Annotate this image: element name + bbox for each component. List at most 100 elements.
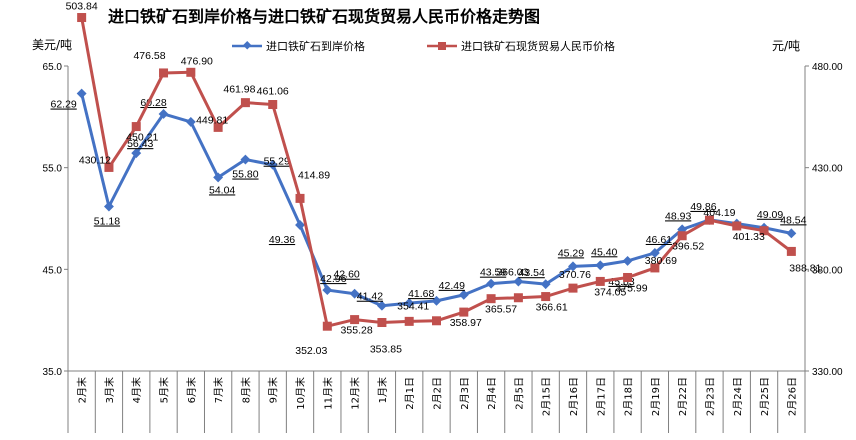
data-point <box>186 67 196 77</box>
data-label: 62.29 <box>51 99 77 111</box>
data-label: 43.54 <box>519 267 545 279</box>
data-label: 380.69 <box>645 255 677 267</box>
data-point <box>513 293 523 303</box>
data-point <box>322 285 333 296</box>
legend-item-cif-price: 进口铁矿石到岸价格 <box>232 39 365 53</box>
data-label: 358.97 <box>450 317 482 329</box>
category-label: 9月末 <box>267 377 280 403</box>
data-label: 56.43 <box>127 138 153 150</box>
data-point <box>103 201 114 212</box>
data-label: 43.59 <box>480 267 506 279</box>
category-label: 8月末 <box>239 377 252 403</box>
data-label: 48.54 <box>780 214 806 226</box>
data-label: 503.84 <box>66 1 98 13</box>
data-label: 55.80 <box>232 169 258 181</box>
data-label: 60.28 <box>140 97 166 109</box>
data-point <box>732 221 742 231</box>
data-label: 375.99 <box>616 282 648 294</box>
data-label: 352.03 <box>295 345 327 357</box>
right-tick-label: 480.00 <box>812 62 843 73</box>
data-point <box>404 298 415 309</box>
data-point <box>349 288 360 299</box>
data-label: 365.57 <box>485 304 517 316</box>
category-label: 2月23日 <box>704 377 716 416</box>
category-label: 2月17日 <box>595 377 607 416</box>
data-label: 396.52 <box>672 241 704 253</box>
data-point <box>459 307 469 317</box>
data-point <box>759 226 769 236</box>
category-label: 2月2日 <box>432 377 444 410</box>
data-label: 49.36 <box>269 234 295 246</box>
legend-item-rmb-price: 进口铁矿石现货贸易人民币价格 <box>427 39 615 53</box>
data-point <box>240 154 251 165</box>
category-label: 2月4日 <box>486 377 498 410</box>
category-label: 2月末 <box>76 377 89 403</box>
category-label: 2月15日 <box>541 377 553 416</box>
chart-title: 进口铁矿石到岸价格与进口铁矿石现货贸易人民币价格走势图 <box>108 7 540 26</box>
data-label: 449.81 <box>196 114 228 126</box>
data-point <box>77 13 87 23</box>
data-point <box>268 100 278 110</box>
category-label: 2月18日 <box>623 377 635 416</box>
data-point <box>623 272 633 282</box>
data-point <box>786 246 796 256</box>
data-label: 51.18 <box>94 216 120 228</box>
data-label: 45.40 <box>591 246 617 258</box>
left-tick-label: 35.0 <box>43 367 63 378</box>
data-label: 353.85 <box>370 344 402 356</box>
data-point <box>704 215 714 225</box>
right-tick-label: 430.00 <box>812 164 843 175</box>
legend: 进口铁矿石到岸价格 进口铁矿石现货贸易人民币价格 <box>232 39 615 53</box>
data-label: 355.28 <box>341 325 373 337</box>
series-line-cif <box>80 93 792 308</box>
right-tick-label: 380.00 <box>812 265 843 276</box>
data-label: 354.41 <box>397 300 429 312</box>
category-label: 12月末 <box>349 377 362 410</box>
data-label: 54.04 <box>209 184 235 196</box>
data-label: 42.49 <box>439 280 465 292</box>
data-point <box>677 231 687 241</box>
data-point <box>295 193 305 203</box>
data-point <box>185 116 196 127</box>
data-label: 374.05 <box>594 286 626 298</box>
data-label: 41.68 <box>408 288 434 300</box>
left-axis-unit: 美元/吨 <box>32 38 72 52</box>
data-point <box>541 292 551 302</box>
data-point <box>131 148 142 159</box>
data-label: 430.12 <box>79 154 111 166</box>
data-point <box>376 300 387 311</box>
data-point <box>350 315 360 325</box>
data-point <box>486 278 497 289</box>
data-point <box>131 122 141 132</box>
data-point <box>649 248 660 258</box>
data-point <box>595 276 605 286</box>
data-label: 366.61 <box>536 302 568 314</box>
data-label: 41.42 <box>357 291 383 303</box>
data-label: 476.90 <box>181 55 213 67</box>
data-point <box>377 318 387 328</box>
data-point <box>650 263 660 273</box>
series-rmb-price: 503.84 430.12 450.21 476.58 476.90 449.81 461.… <box>66 1 822 358</box>
data-point <box>213 122 223 132</box>
data-point <box>213 172 224 183</box>
category-label: 2月22日 <box>677 377 689 416</box>
plot-area: 65.0 55.0 45.0 35.0 480.00 430.00 380.00 330.00… <box>43 1 843 433</box>
data-point <box>786 228 797 239</box>
category-label: 11月末 <box>321 377 334 410</box>
category-label: 2月26日 <box>786 377 798 416</box>
data-point <box>486 294 496 304</box>
data-point <box>295 220 305 230</box>
category-label: 2月25日 <box>759 377 771 416</box>
category-label: 5月末 <box>158 377 171 403</box>
data-label: 388.81 <box>789 262 821 274</box>
data-point <box>404 316 414 326</box>
data-point <box>622 255 633 266</box>
data-label: 49.09 <box>757 209 783 221</box>
data-label: 42.96 <box>320 273 346 285</box>
category-label: 3月末 <box>103 377 116 403</box>
left-tick-label: 65.0 <box>43 62 63 73</box>
legend-label-rmb: 进口铁矿石现货贸易人民币价格 <box>461 39 615 53</box>
data-point <box>431 295 442 306</box>
